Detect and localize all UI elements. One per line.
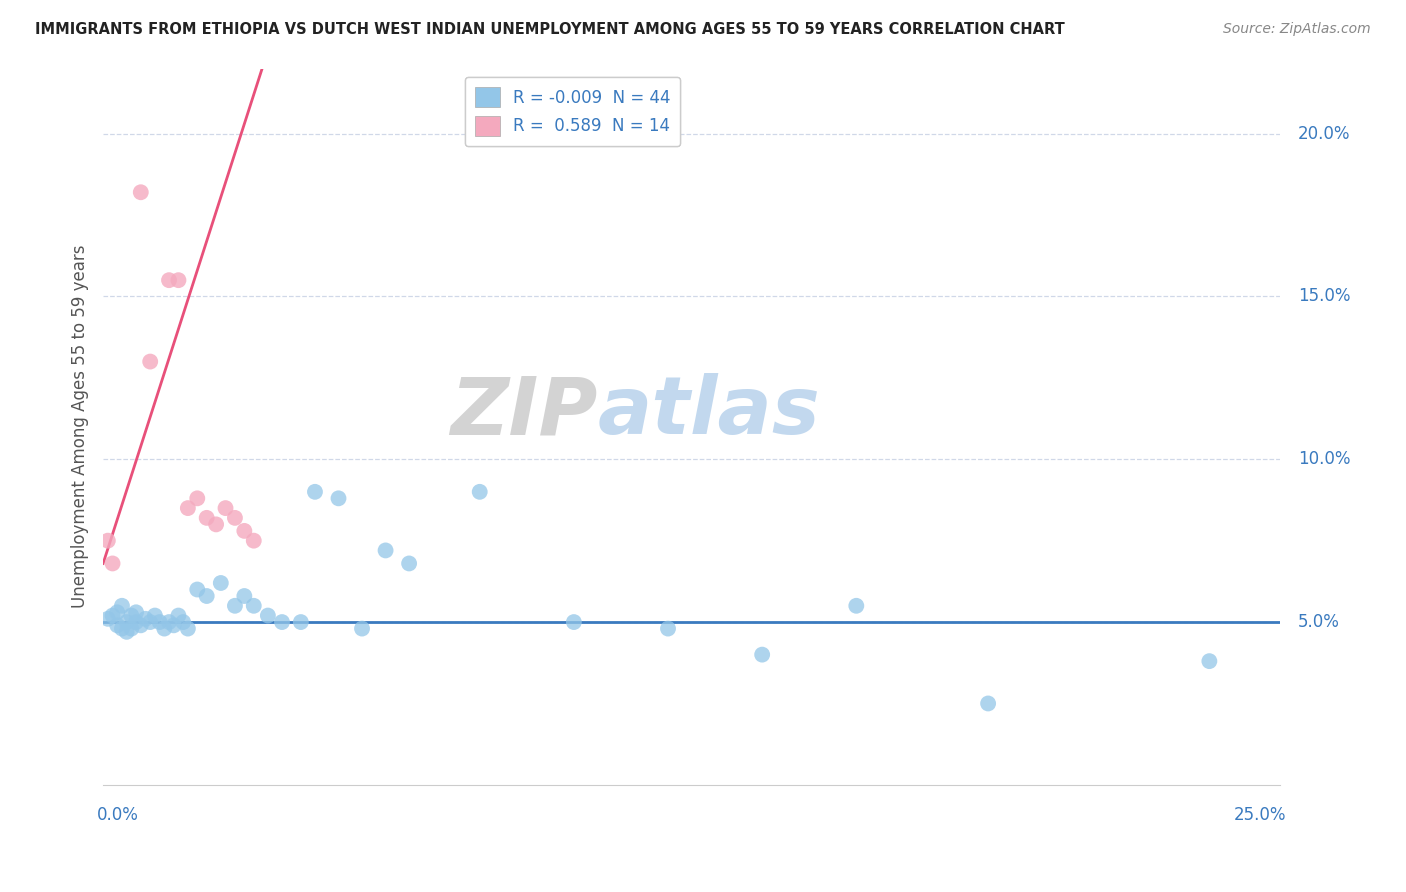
Point (139, 615, 162, 629)
Point (224, 511, 246, 525)
Point (129, 618, 152, 632)
Point (195, 511, 218, 525)
Point (177, 501, 200, 516)
Point (97, 612, 120, 626)
Point (271, 615, 294, 629)
Point (120, 608, 142, 623)
Point (105, 605, 128, 619)
Point (374, 543, 396, 558)
Point (257, 608, 280, 623)
Point (290, 615, 312, 629)
Text: 0.0%: 0.0% (97, 806, 139, 824)
Point (177, 622, 200, 636)
Point (209, 576, 232, 591)
Point (157, 273, 180, 287)
Point (977, 697, 1000, 711)
Point (115, 624, 138, 639)
Point (163, 618, 186, 632)
Text: 25.0%: 25.0% (1233, 806, 1286, 824)
Point (111, 599, 134, 613)
Point (186, 582, 208, 597)
Text: ZIP: ZIP (450, 374, 598, 451)
Point (125, 605, 148, 619)
Point (242, 599, 264, 613)
Point (751, 648, 773, 662)
Point (157, 615, 180, 629)
Point (167, 273, 190, 287)
Legend: R = -0.009  N = 44, R =  0.589  N = 14: R = -0.009 N = 44, R = 0.589 N = 14 (464, 77, 681, 146)
Text: atlas: atlas (598, 374, 820, 451)
Point (149, 615, 172, 629)
Point (172, 615, 194, 629)
Point (845, 599, 868, 613)
Point (125, 615, 148, 629)
Point (167, 608, 190, 623)
Point (153, 622, 176, 636)
Point (105, 618, 128, 632)
Point (101, 608, 124, 623)
Point (1198, 654, 1220, 668)
Point (214, 501, 236, 516)
Point (143, 608, 166, 623)
Text: 20.0%: 20.0% (1298, 125, 1350, 143)
Point (205, 517, 228, 532)
Point (398, 557, 420, 571)
Point (111, 622, 134, 636)
Point (657, 622, 679, 636)
Point (195, 589, 218, 603)
Point (101, 557, 124, 571)
Point (468, 484, 491, 499)
Point (97, 533, 120, 548)
Point (120, 622, 142, 636)
Text: IMMIGRANTS FROM ETHIOPIA VS DUTCH WEST INDIAN UNEMPLOYMENT AMONG AGES 55 TO 59 Y: IMMIGRANTS FROM ETHIOPIA VS DUTCH WEST I… (35, 22, 1064, 37)
Point (224, 599, 246, 613)
Text: Source: ZipAtlas.com: Source: ZipAtlas.com (1223, 22, 1371, 37)
Point (304, 484, 326, 499)
Point (115, 615, 138, 629)
Point (350, 622, 373, 636)
Text: 10.0%: 10.0% (1298, 450, 1350, 468)
Point (233, 524, 256, 538)
Point (562, 615, 585, 629)
Point (129, 186, 152, 200)
Point (328, 491, 350, 506)
Y-axis label: Unemployment Among Ages 55 to 59 years: Unemployment Among Ages 55 to 59 years (72, 245, 89, 608)
Point (242, 533, 264, 548)
Text: 5.0%: 5.0% (1298, 613, 1340, 631)
Point (233, 589, 256, 603)
Point (134, 612, 156, 626)
Point (186, 491, 208, 506)
Text: 15.0%: 15.0% (1298, 287, 1350, 305)
Point (139, 354, 162, 368)
